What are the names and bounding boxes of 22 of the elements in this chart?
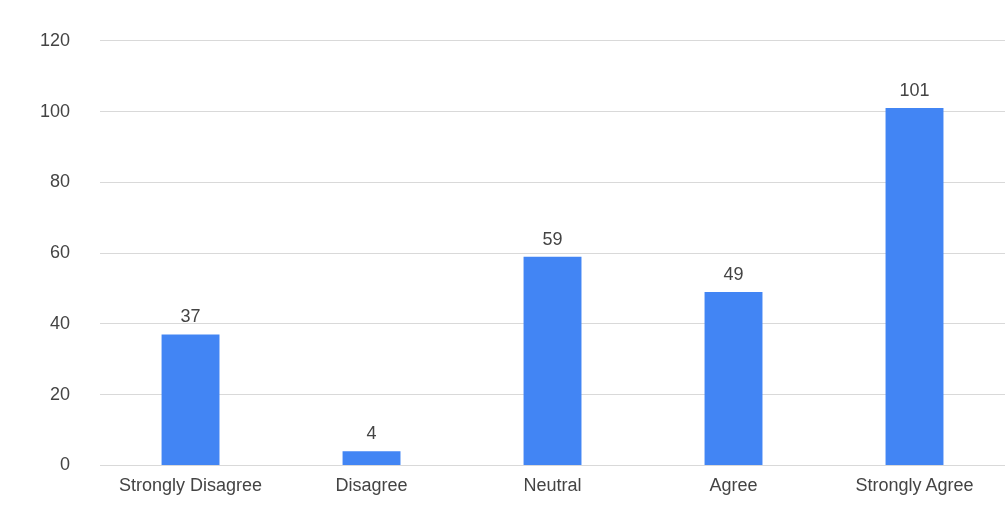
x-tick-label: Strongly Agree [855, 475, 974, 496]
y-tick-label: 0 [60, 454, 71, 475]
data-label: 37 [180, 306, 201, 327]
bar [704, 292, 763, 465]
data-label: 59 [542, 228, 563, 249]
y-tick-label: 40 [50, 312, 71, 333]
data-label: 49 [723, 263, 744, 284]
y-tick-label: 20 [50, 383, 71, 404]
x-tick-label: Strongly Disagree [118, 475, 263, 496]
x-tick-label: Agree [709, 475, 758, 496]
data-label: 101 [899, 80, 930, 100]
bar [523, 256, 582, 465]
x-tick-label: Neutral [523, 475, 582, 496]
bar [161, 334, 220, 465]
y-tick-label: 60 [50, 242, 71, 263]
bar [342, 451, 401, 465]
y-tick-label: 120 [39, 29, 71, 50]
bar [885, 108, 944, 465]
y-tick-label: 80 [50, 171, 71, 192]
x-tick-label: Disagree [335, 475, 408, 496]
data-label: 4 [366, 423, 377, 444]
y-tick-label: 100 [39, 100, 71, 121]
